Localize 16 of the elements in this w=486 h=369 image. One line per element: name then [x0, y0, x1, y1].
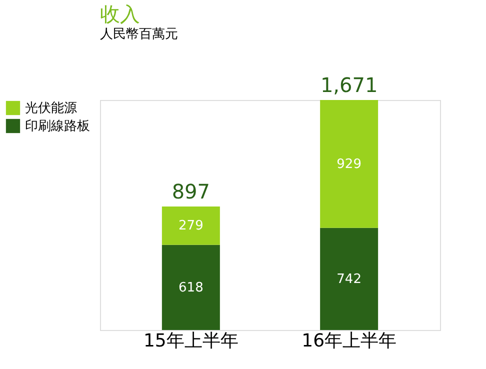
total-label: 897	[172, 180, 210, 204]
legend-label: 印刷線路板	[25, 119, 90, 134]
data-label: 279	[178, 218, 204, 234]
total-label: 1,671	[320, 73, 378, 97]
legend-label: 光伏能源	[25, 101, 77, 116]
data-label: 929	[336, 156, 362, 172]
bar	[320, 100, 378, 228]
chart-title: 收入	[100, 2, 140, 26]
x-tick-label: 16年上半年	[302, 330, 397, 352]
bar	[320, 228, 378, 330]
bar	[162, 244, 220, 330]
chart-subtitle: 人民幣百萬元	[100, 27, 178, 42]
data-label: 618	[178, 280, 204, 296]
bar	[162, 206, 220, 245]
data-label: 742	[336, 272, 362, 287]
x-tick-label: 15年上半年	[143, 330, 238, 352]
